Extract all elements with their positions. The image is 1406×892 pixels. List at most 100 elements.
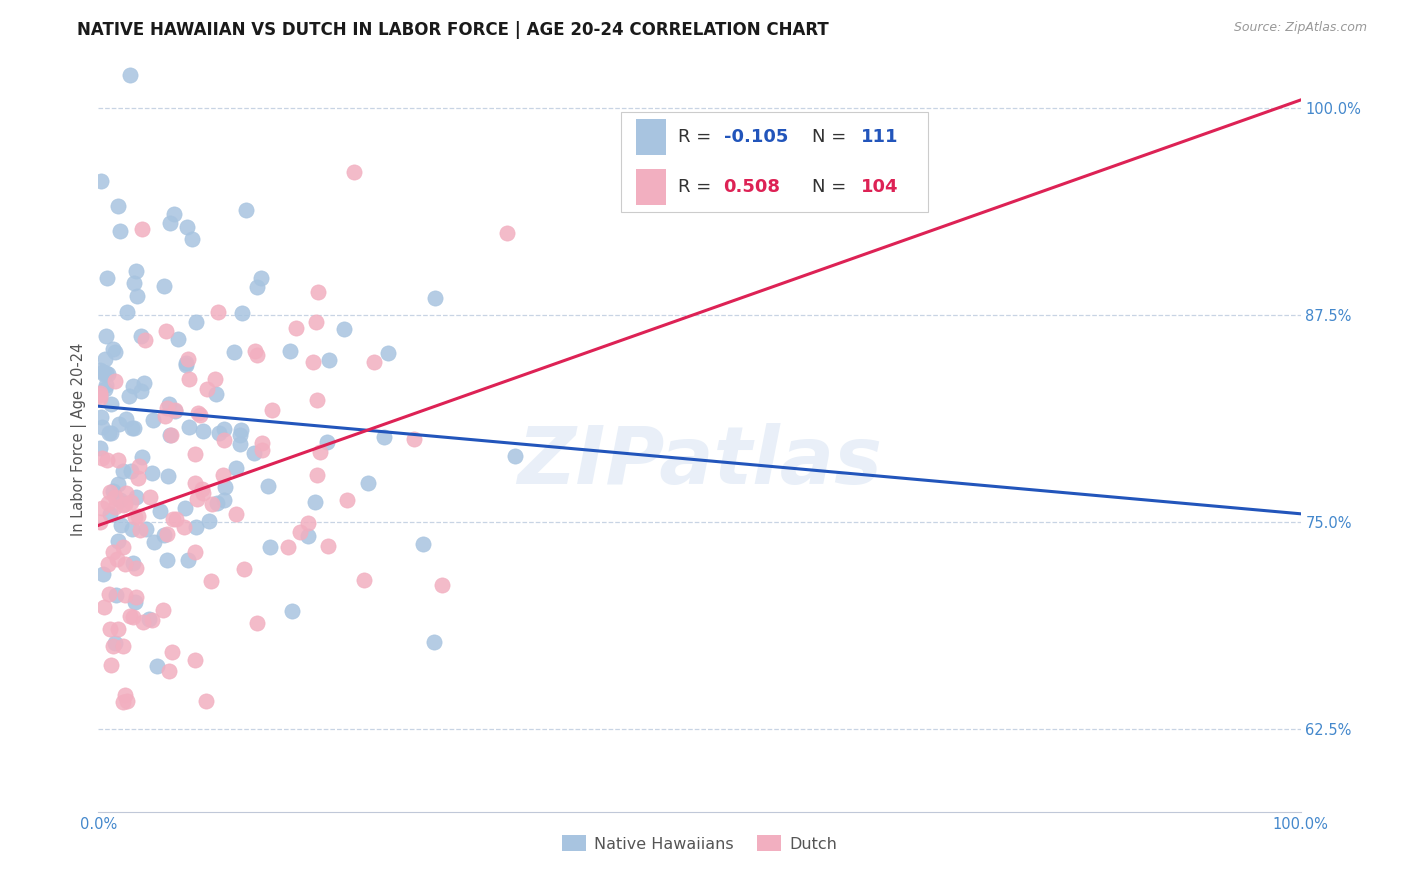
Point	[200, 574, 222, 589]
Point	[129, 329, 152, 343]
Point	[132, 376, 155, 391]
Point	[201, 497, 224, 511]
Point	[114, 689, 136, 703]
Point	[278, 344, 301, 359]
Point	[91, 365, 114, 379]
Point	[105, 588, 128, 602]
Point	[111, 540, 134, 554]
Point	[131, 221, 153, 235]
Point	[135, 522, 157, 536]
Point	[104, 374, 127, 388]
Point	[138, 612, 160, 626]
Point	[357, 475, 380, 490]
Point	[246, 615, 269, 630]
Point	[307, 467, 329, 482]
Point	[107, 452, 129, 467]
Point	[212, 422, 235, 436]
Point	[125, 561, 148, 575]
Point	[162, 512, 184, 526]
Point	[184, 519, 207, 533]
Point	[110, 517, 132, 532]
Point	[89, 391, 111, 405]
Point	[250, 442, 273, 457]
Point	[246, 280, 269, 294]
Point	[402, 433, 425, 447]
Point	[112, 464, 135, 478]
Point	[124, 420, 146, 434]
Point	[177, 352, 200, 367]
Point	[165, 512, 187, 526]
Point	[183, 653, 205, 667]
Point	[139, 490, 162, 504]
Point	[318, 353, 340, 368]
Point	[307, 393, 329, 408]
Point	[212, 468, 235, 483]
Legend: Native Hawaiians, Dutch: Native Hawaiians, Dutch	[554, 827, 845, 860]
Point	[176, 220, 198, 235]
Point	[124, 595, 146, 609]
Point	[125, 289, 148, 303]
Point	[250, 271, 273, 285]
Point	[363, 355, 385, 369]
Point	[284, 321, 307, 335]
Point	[212, 493, 235, 508]
Point	[104, 500, 127, 514]
Point	[156, 468, 179, 483]
Point	[127, 471, 149, 485]
Point	[98, 507, 121, 521]
Point	[96, 496, 118, 510]
Text: N =: N =	[813, 128, 852, 146]
Point	[163, 207, 186, 221]
Point	[121, 522, 143, 536]
Point	[152, 603, 174, 617]
Y-axis label: In Labor Force | Age 20-24: In Labor Force | Age 20-24	[72, 343, 87, 536]
Point	[257, 479, 280, 493]
Point	[108, 224, 131, 238]
Point	[235, 202, 257, 217]
Point	[260, 402, 283, 417]
Point	[114, 588, 136, 602]
Point	[108, 417, 131, 432]
Text: R =: R =	[678, 178, 717, 196]
Point	[198, 514, 221, 528]
Text: N =: N =	[813, 178, 852, 196]
Point	[98, 426, 121, 441]
Point	[353, 573, 375, 587]
Point	[128, 523, 150, 537]
Point	[184, 315, 207, 329]
Point	[100, 426, 122, 441]
Point	[104, 490, 127, 504]
Point	[343, 165, 366, 179]
Point	[332, 322, 354, 336]
Bar	[636, 119, 666, 155]
Point	[118, 389, 141, 403]
Point	[141, 466, 163, 480]
Text: R =: R =	[678, 128, 717, 146]
Point	[112, 498, 135, 512]
Point	[229, 428, 252, 442]
Point	[115, 411, 138, 425]
Point	[316, 540, 339, 554]
Point	[173, 520, 195, 534]
Point	[194, 694, 217, 708]
Point	[100, 658, 122, 673]
Point	[94, 328, 117, 343]
Point	[304, 495, 326, 509]
Point	[115, 305, 138, 319]
Point	[89, 515, 111, 529]
Text: NATIVE HAWAIIAN VS DUTCH IN LABOR FORCE | AGE 20-24 CORRELATION CHART: NATIVE HAWAIIAN VS DUTCH IN LABOR FORCE …	[77, 21, 830, 39]
Text: -0.105: -0.105	[724, 128, 787, 146]
Point	[97, 368, 120, 382]
Point	[114, 557, 136, 571]
Point	[373, 430, 395, 444]
Point	[184, 544, 207, 558]
Point	[91, 450, 114, 465]
Point	[101, 483, 124, 498]
Point	[316, 435, 339, 450]
Point	[222, 344, 245, 359]
Point	[91, 567, 114, 582]
Point	[156, 553, 179, 567]
Point	[111, 639, 134, 653]
Point	[195, 382, 218, 396]
Point	[98, 622, 121, 636]
